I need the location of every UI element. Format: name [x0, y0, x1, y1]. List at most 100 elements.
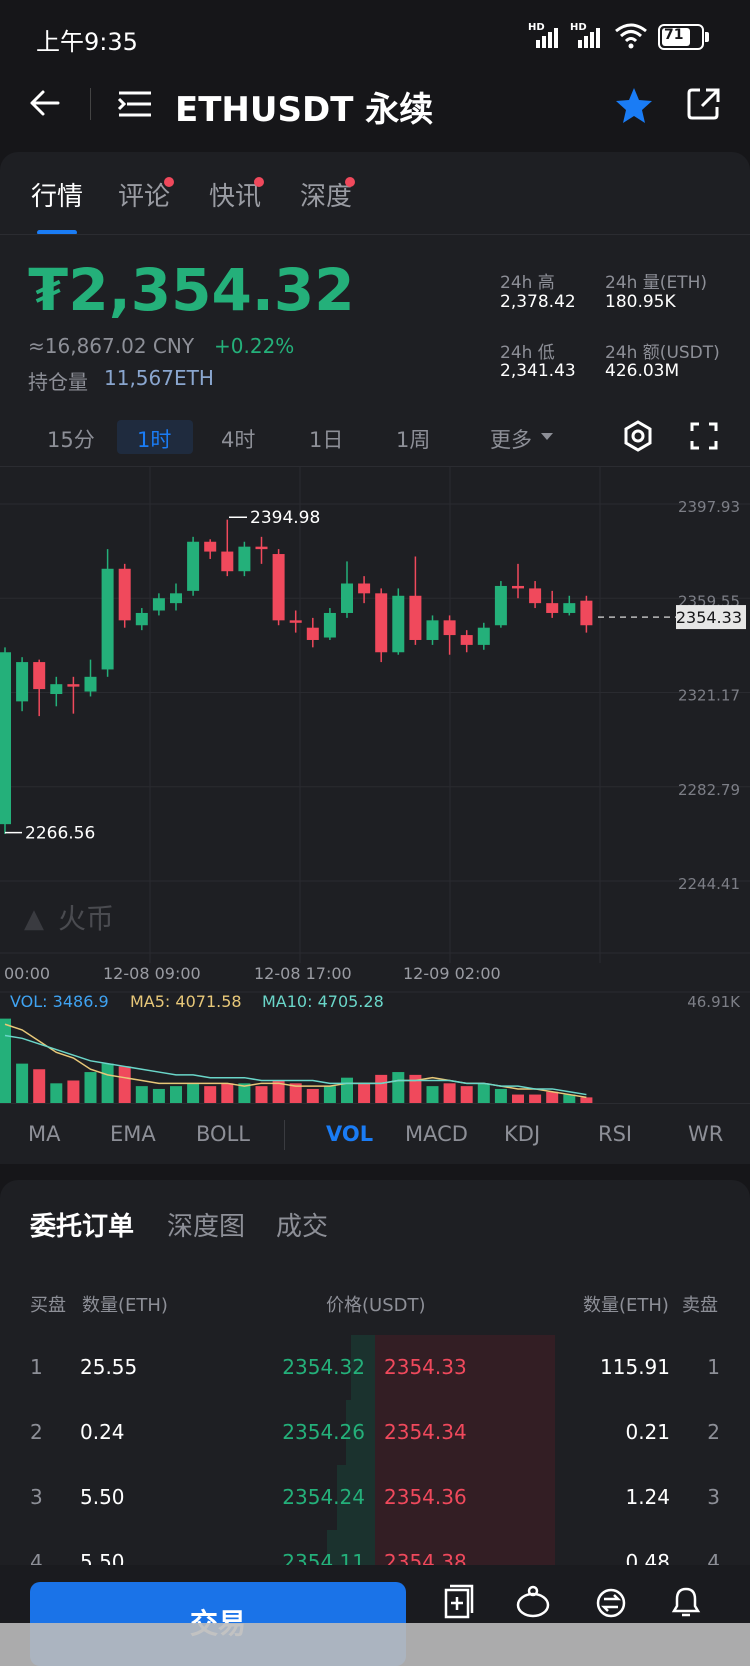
- tab-orders[interactable]: 委托订单: [30, 1212, 135, 1242]
- candle: [409, 595, 422, 640]
- orderbook-row[interactable]: 3 5.50 2354.24 2354.36 1.24 3: [0, 1465, 750, 1530]
- exchange-icon[interactable]: [592, 1584, 630, 1620]
- interval-1d[interactable]: 1日: [309, 428, 344, 452]
- ma10-line: [4, 1034, 587, 1096]
- candle: [546, 603, 559, 613]
- market-panel: [0, 152, 750, 1164]
- tab-market[interactable]: 行情: [31, 182, 84, 212]
- volume-bar: [101, 1063, 114, 1103]
- candle: [580, 600, 593, 626]
- candle: [118, 568, 131, 621]
- volume-bar: [443, 1083, 456, 1103]
- indicator-macd[interactable]: MACD: [405, 1122, 468, 1146]
- orderbook-row[interactable]: 2 0.24 2354.26 2354.34 0.21 2: [0, 1400, 750, 1465]
- volume-bar: [341, 1077, 353, 1103]
- volume-bar: [33, 1069, 46, 1103]
- indicator-vol[interactable]: VOL: [326, 1122, 374, 1146]
- volume-bar: [494, 1088, 507, 1103]
- page-title: ETHUSDT 永续: [175, 90, 434, 130]
- ob-bid-price: 2354.32: [282, 1355, 365, 1379]
- ob-sell-header: 卖盘: [682, 1295, 718, 1316]
- price-change: +0.22%: [214, 334, 295, 358]
- candle: [323, 612, 336, 638]
- stat-amt-label: 24h 额(USDT): [605, 343, 720, 363]
- ask-depth-bar: [375, 1465, 555, 1530]
- open-interest-label: 持仓量: [28, 370, 88, 394]
- candle: [477, 627, 490, 645]
- ob-qty-left-header: 数量(ETH): [82, 1295, 168, 1316]
- vol-label: VOL: 3486.9: [10, 992, 109, 1011]
- volume-bar: [409, 1074, 422, 1103]
- volume-bar: [50, 1083, 63, 1103]
- low-marker: 2266.56: [25, 824, 95, 844]
- tab-trades[interactable]: 成交: [276, 1212, 329, 1242]
- bell-icon[interactable]: [668, 1584, 704, 1620]
- indicator-ma[interactable]: MA: [28, 1122, 61, 1146]
- battery-icon: 71: [658, 24, 709, 50]
- indicator-ema[interactable]: EMA: [110, 1122, 156, 1146]
- volume-bar: [16, 1063, 29, 1103]
- interval-4h[interactable]: 4时: [221, 428, 256, 452]
- volume-bar: [0, 1018, 11, 1103]
- interval-1h[interactable]: 1时: [137, 428, 172, 452]
- ob-price-header: 价格(USDT): [326, 1295, 426, 1316]
- candle: [50, 684, 63, 695]
- bid-depth-bar: [351, 1335, 375, 1400]
- candle: [460, 635, 473, 645]
- ma10-label: MA10: 4705.28: [262, 992, 384, 1011]
- last-price: ₮2,354.32: [28, 256, 355, 324]
- volume-bar: [580, 1097, 593, 1103]
- x-tick-label: 12-09 02:00: [403, 964, 501, 983]
- favorite-star-icon[interactable]: [614, 86, 654, 124]
- tab-news[interactable]: 快讯: [209, 182, 262, 212]
- candle: [426, 620, 439, 640]
- volume-bar: [84, 1072, 97, 1103]
- ob-ask-qty: 115.91: [600, 1355, 670, 1379]
- back-arrow-icon[interactable]: [28, 88, 62, 118]
- piggy-bank-icon[interactable]: [514, 1584, 552, 1620]
- add-document-icon[interactable]: [440, 1584, 474, 1620]
- y-tick-label: 2244.41: [678, 875, 740, 893]
- ob-ask-qty: 1.24: [625, 1485, 670, 1509]
- chevron-down-icon: [541, 433, 553, 440]
- watermark-text: 火币: [58, 902, 114, 935]
- share-icon[interactable]: [686, 86, 722, 122]
- ob-ask-qty: 0.21: [625, 1420, 670, 1444]
- volume-bar: [460, 1086, 473, 1103]
- indicator-boll[interactable]: BOLL: [196, 1122, 250, 1146]
- ob-index: 2: [707, 1420, 720, 1444]
- volume-bar: [546, 1091, 559, 1103]
- indicator-wr[interactable]: WR: [688, 1122, 724, 1146]
- volume-bar: [289, 1083, 302, 1103]
- y-tick-label: 2397.93: [678, 498, 740, 516]
- interval-more[interactable]: 更多: [490, 428, 532, 452]
- tab-depth[interactable]: 深度: [300, 182, 353, 212]
- interval-active-bg: [117, 420, 193, 454]
- fullscreen-icon[interactable]: [690, 422, 718, 450]
- orderbook-row[interactable]: 1 25.55 2354.32 2354.33 115.91 1: [0, 1335, 750, 1400]
- settings-hexagon-icon[interactable]: [622, 420, 654, 452]
- volume-bar: [323, 1086, 336, 1103]
- wifi-icon: [615, 23, 647, 49]
- volume-bar: [512, 1094, 524, 1103]
- tab-comments[interactable]: 评论: [118, 182, 171, 212]
- candle: [529, 588, 542, 604]
- indicator-kdj[interactable]: KDJ: [504, 1122, 541, 1146]
- divider: [0, 234, 750, 235]
- y-tick-label: 2282.79: [678, 781, 740, 799]
- ob-index: 2: [30, 1420, 43, 1444]
- candle: [0, 652, 11, 825]
- ob-ask-price: 2354.36: [384, 1485, 467, 1509]
- ask-depth-bar: [375, 1400, 555, 1465]
- candle: [289, 620, 302, 623]
- candle: [494, 585, 507, 626]
- interval-1w[interactable]: 1周: [396, 428, 431, 452]
- indicator-rsi[interactable]: RSI: [598, 1122, 633, 1146]
- volume-bar: [152, 1088, 165, 1103]
- ob-ask-price: 2354.34: [384, 1420, 467, 1444]
- interval-15m[interactable]: 15分: [47, 428, 95, 452]
- tab-depth-chart[interactable]: 深度图: [167, 1212, 246, 1242]
- menu-list-icon[interactable]: [117, 90, 153, 118]
- stat-vol: 180.95K: [605, 292, 676, 312]
